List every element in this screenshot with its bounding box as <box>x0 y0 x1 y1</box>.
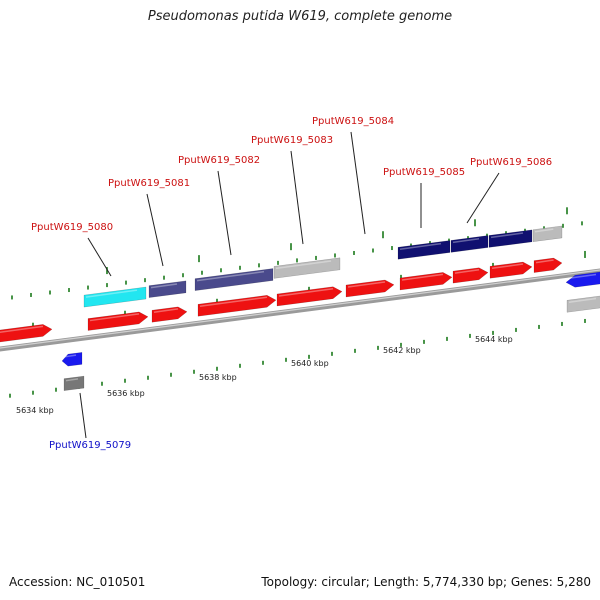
leader-line <box>87 237 112 277</box>
gene-label-PputW619_5086: PputW619_5086 <box>470 157 552 168</box>
forward-cds-arrow <box>452 267 489 284</box>
gene-label-PputW619_5084: PputW619_5084 <box>312 116 394 127</box>
scale-label: 5638 kbp <box>199 373 237 382</box>
forward-cds-arrow <box>87 311 149 331</box>
cog-box-shine <box>150 283 178 289</box>
cog-box <box>397 240 451 260</box>
leader-line <box>146 193 164 267</box>
forward-cds-arrow <box>345 279 395 298</box>
gene-label-PputW619_5080: PputW619_5080 <box>31 222 113 233</box>
feature-track <box>0 225 600 391</box>
forward-cds-arrow-shine <box>89 313 140 322</box>
forward-cds-arrow-shine <box>535 259 554 264</box>
leader-line <box>217 170 232 256</box>
cog-box-shine <box>399 242 442 251</box>
forward-cds-arrow <box>533 257 563 273</box>
gene-label-PputW619_5083: PputW619_5083 <box>251 135 333 146</box>
gene-label-PputW619_5081: PputW619_5081 <box>108 178 190 189</box>
cog-box-shine <box>490 232 524 239</box>
cog-box <box>273 257 341 279</box>
forward-cds-arrow-shine <box>491 263 524 270</box>
scale-labels: 5634 kbp 5636 kbp 5638 kbp 5640 kbp 5642 kbp… <box>16 335 513 415</box>
gene-labels: PputW619_5079 PputW619_5080 PputW619_5081 P… <box>31 116 552 451</box>
scale-label: 5640 kbp <box>291 359 329 368</box>
cog-box <box>450 235 489 253</box>
gene-label-PputW619_5085: PputW619_5085 <box>383 167 465 178</box>
cog-box-shine <box>275 260 332 270</box>
cog-box-shine <box>196 270 265 282</box>
forward-cds-arrow <box>0 324 53 343</box>
scale-label: 5634 kbp <box>16 406 54 415</box>
reverse-cds-arrow-shine <box>63 354 77 358</box>
forward-cds-arrow-shine <box>153 308 179 313</box>
scale-label: 5642 kbp <box>383 346 421 355</box>
leader-line <box>290 150 304 245</box>
cog-box <box>566 295 600 313</box>
forward-cds-arrow <box>489 261 533 279</box>
cog-box-shine <box>452 237 480 244</box>
cog-box-shine <box>534 228 554 233</box>
topology-label: Topology: circular; Length: 5,774,330 bp… <box>261 575 591 589</box>
cog-box <box>148 280 187 298</box>
scale-label: 5644 kbp <box>475 335 513 344</box>
cog-box <box>532 225 563 242</box>
scale-label: 5636 kbp <box>107 389 145 398</box>
backbone-line <box>0 268 600 352</box>
reverse-cds-arrow <box>61 352 83 367</box>
cog-box <box>488 229 533 248</box>
accession-label: Accession: NC_010501 <box>9 575 146 589</box>
cog-box-shine <box>85 289 138 298</box>
forward-cds-arrow <box>197 295 277 317</box>
leader-line <box>350 131 366 235</box>
backbone-highlight <box>0 269 600 349</box>
reverse-cds-arrow <box>565 271 600 288</box>
forward-cds-arrow-shine <box>0 325 44 333</box>
cog-box-shine <box>568 297 597 304</box>
forward-cds-arrow-shine <box>278 287 334 297</box>
genome-title: Pseudomonas putida W619, complete genome <box>147 9 453 24</box>
leader-line <box>79 392 87 439</box>
cog-box <box>63 375 85 391</box>
forward-cds-arrow <box>276 286 343 307</box>
leader-line <box>466 172 500 224</box>
reverse-cds-arrow-shine <box>567 273 597 280</box>
cog-box <box>194 268 274 291</box>
forward-cds-arrow-shine <box>454 268 480 274</box>
gene-label-PputW619_5079: PputW619_5079 <box>49 440 131 451</box>
gene-label-PputW619_5082: PputW619_5082 <box>178 155 260 166</box>
cog-box <box>83 286 147 308</box>
forward-cds-arrow-shine <box>199 296 268 308</box>
cog-box-shine <box>65 378 79 382</box>
genome-backbone <box>0 268 600 352</box>
forward-cds-arrow <box>399 272 453 291</box>
forward-cds-arrow-shine <box>401 273 444 281</box>
label-leader-lines <box>79 131 500 439</box>
forward-cds-arrow-shine <box>347 281 386 288</box>
forward-cds-arrow <box>151 306 188 323</box>
